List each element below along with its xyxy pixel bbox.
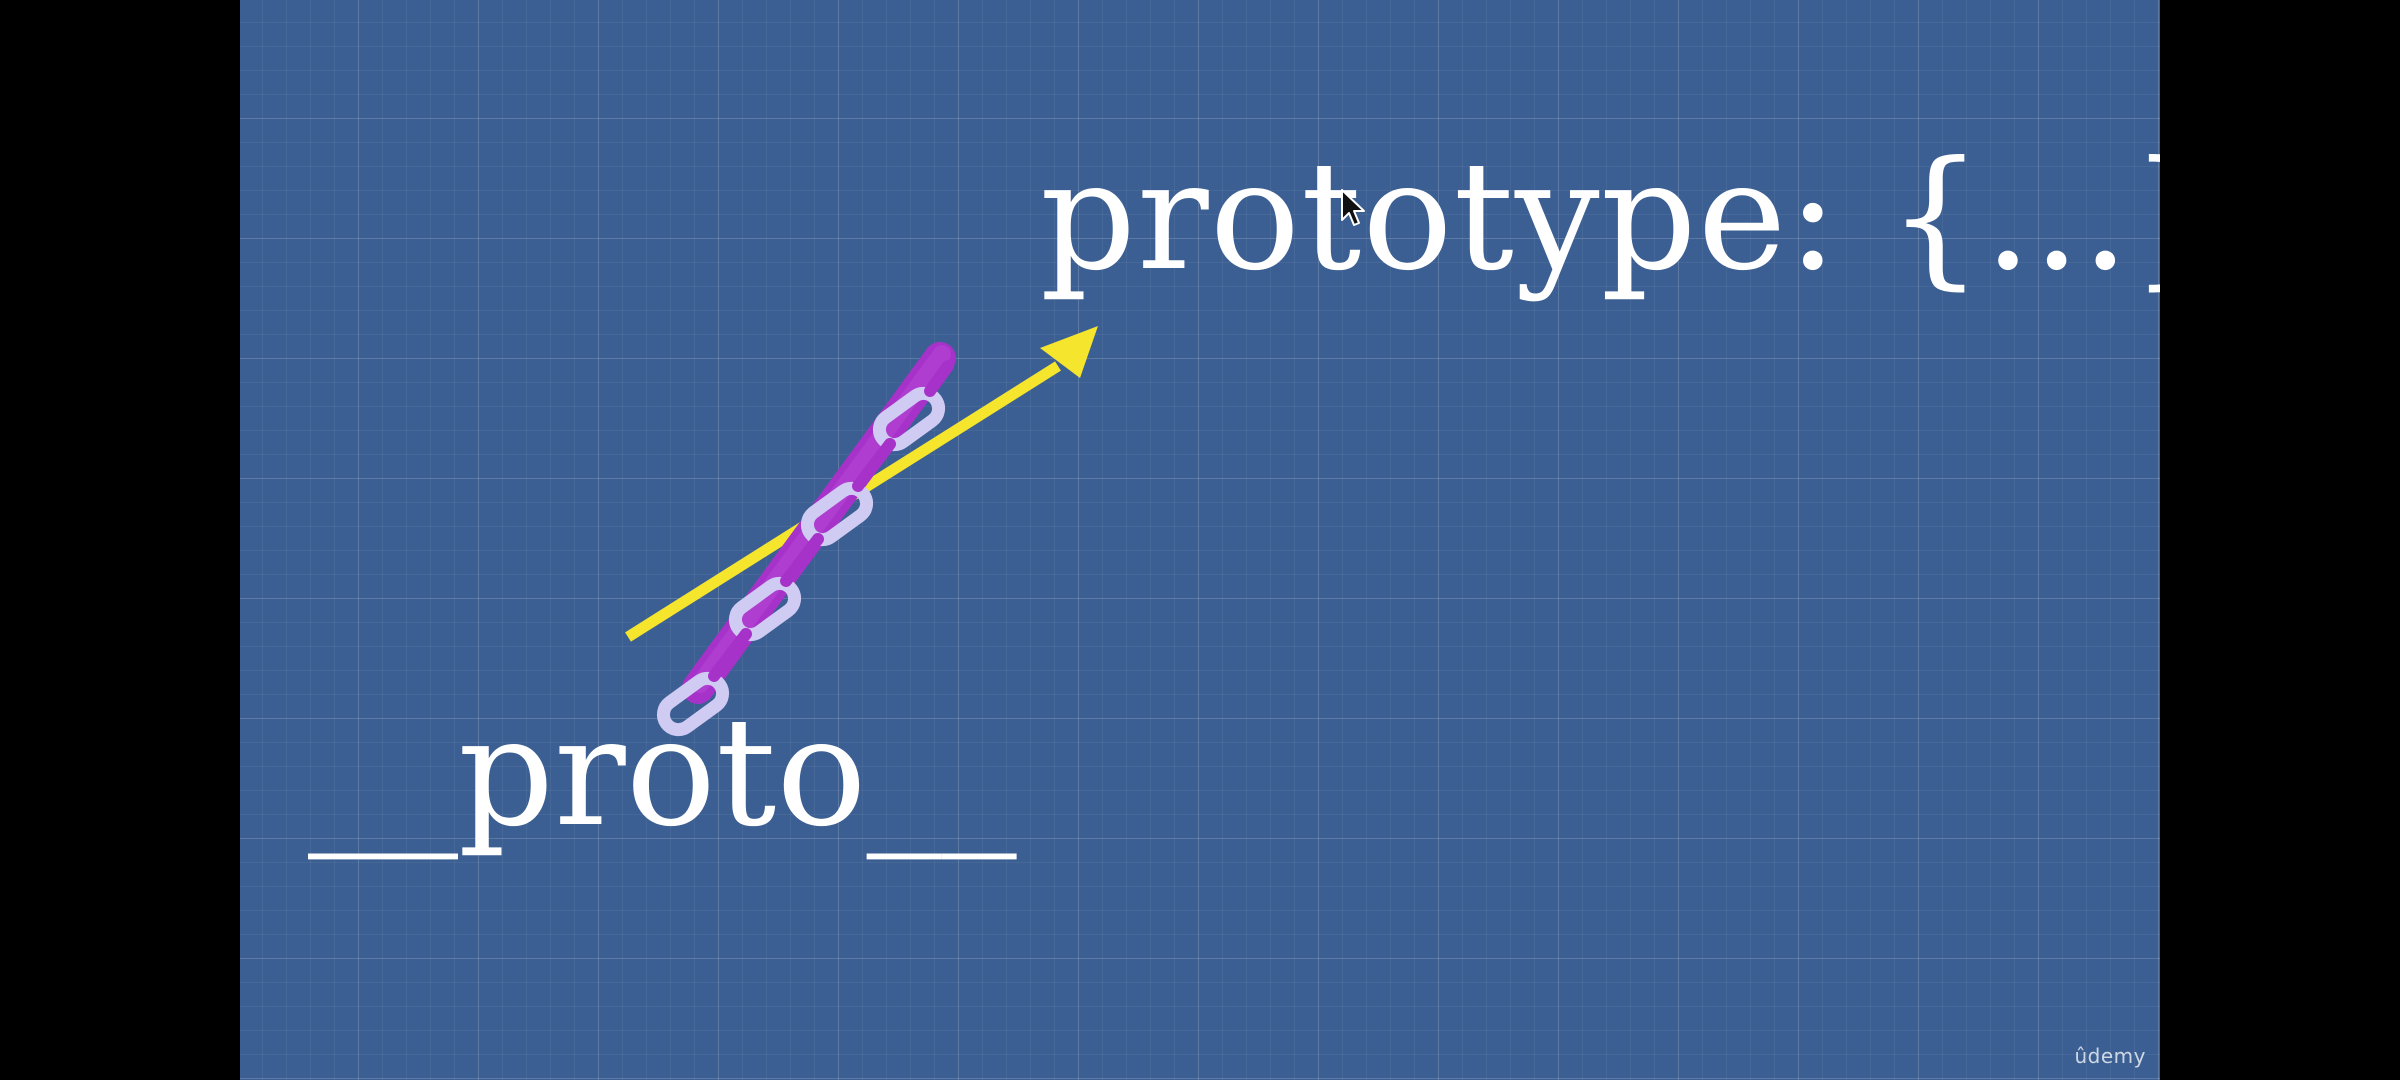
video-frame[interactable]: prototype: {...} __proto__ ûdemy — [240, 0, 2160, 1080]
prototype-label: prototype: {...} — [1040, 130, 2160, 304]
udemy-watermark: ûdemy — [2074, 1044, 2146, 1068]
chain-link-icon — [656, 342, 956, 737]
mouse-pointer-icon — [1341, 189, 1365, 226]
prototype-chain-diagram — [625, 326, 1098, 737]
proto-label: __proto__ — [308, 686, 1017, 860]
